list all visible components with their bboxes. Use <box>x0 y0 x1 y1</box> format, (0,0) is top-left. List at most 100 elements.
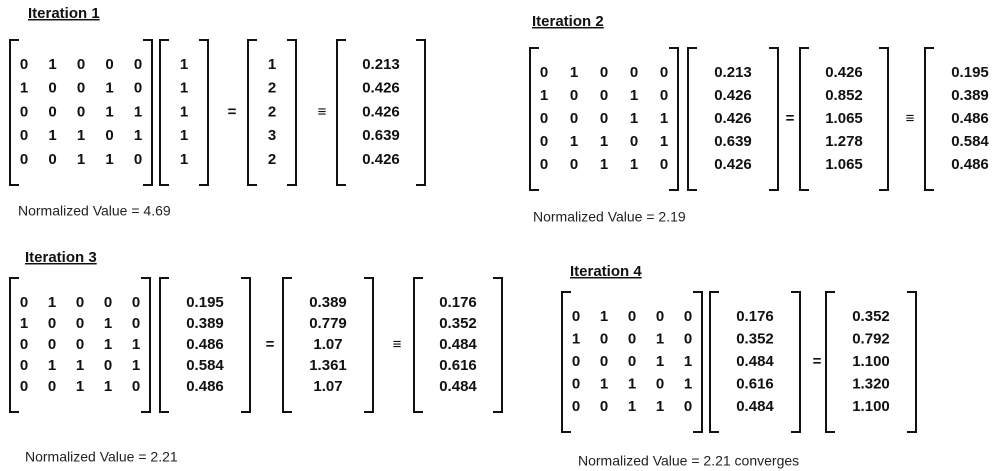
product-cell: 2 <box>268 103 276 120</box>
matrix-cell: 0 <box>540 133 548 150</box>
matrix-cell: 0 <box>684 330 692 347</box>
matrix-cell: 0 <box>48 378 56 395</box>
normalized-cell: 0.426 <box>362 80 400 97</box>
matrix-cell: 1 <box>20 80 28 97</box>
matrix-cell: 0 <box>630 64 638 81</box>
bracket <box>241 277 251 413</box>
bracket <box>364 277 374 413</box>
matrix-cell: 1 <box>660 133 668 150</box>
matrix-cell: 0 <box>48 103 56 120</box>
normalized-cell: 0.484 <box>439 378 477 395</box>
matrix-cell: 1 <box>570 64 578 81</box>
vector-cell: 0.426 <box>714 156 752 173</box>
product-cell: 1.07 <box>313 378 342 395</box>
matrix-cell: 1 <box>134 103 142 120</box>
matrix-cell: 1 <box>570 133 578 150</box>
matrix-cell: 0 <box>628 353 636 370</box>
bracket <box>825 291 835 433</box>
matrix-cell: 0 <box>540 110 548 127</box>
bracket <box>159 39 169 186</box>
bracket <box>907 291 917 433</box>
equals-sign: = <box>228 103 237 120</box>
bracket <box>687 47 697 191</box>
normalized-cell: 0.195 <box>951 64 989 81</box>
equiv-sign: ≡ <box>906 110 915 127</box>
matrix-cell: 0 <box>77 56 85 73</box>
normalized-cell: 0.426 <box>362 103 400 120</box>
matrix-cell: 0 <box>628 308 636 325</box>
bracket <box>141 277 151 413</box>
matrix-cell: 0 <box>20 357 28 374</box>
bracket <box>9 277 19 413</box>
matrix-cell: 1 <box>132 357 140 374</box>
matrix-cell: 1 <box>48 56 56 73</box>
vector-cell: 0.639 <box>714 133 752 150</box>
matrix-cell: 0 <box>660 87 668 104</box>
matrix-cell: 0 <box>656 308 664 325</box>
matrix-cell: 0 <box>572 398 580 415</box>
matrix-cell: 1 <box>104 378 112 395</box>
vector-cell: 1 <box>180 56 188 73</box>
matrix-cell: 0 <box>132 315 140 332</box>
normalized-cell: 0.486 <box>951 110 989 127</box>
normalized-cell: 0.213 <box>362 56 400 73</box>
matrix-cell: 1 <box>630 156 638 173</box>
iteration-title: Iteration 2 <box>532 13 604 30</box>
matrix-cell: 1 <box>104 336 112 353</box>
vector-cell: 1 <box>180 103 188 120</box>
product-cell: 1.361 <box>309 357 347 374</box>
matrix-cell: 0 <box>684 308 692 325</box>
vector-cell: 0.584 <box>186 357 224 374</box>
matrix-cell: 0 <box>600 398 608 415</box>
vector-cell: 1 <box>180 127 188 144</box>
matrix-cell: 1 <box>105 80 113 97</box>
matrix-cell: 0 <box>656 375 664 392</box>
matrix-cell: 1 <box>105 103 113 120</box>
matrix-cell: 1 <box>600 156 608 173</box>
matrix-cell: 0 <box>48 151 56 168</box>
matrix-cell: 0 <box>540 156 548 173</box>
matrix-cell: 1 <box>20 315 28 332</box>
matrix-cell: 0 <box>132 378 140 395</box>
matrix-cell: 1 <box>48 294 56 311</box>
product-cell: 2 <box>268 80 276 97</box>
matrix-cell: 0 <box>105 56 113 73</box>
matrix-cell: 0 <box>600 353 608 370</box>
normalized-cell: 0.486 <box>951 156 989 173</box>
matrix-cell: 0 <box>48 336 56 353</box>
product-cell: 1 <box>268 56 276 73</box>
bracket <box>709 291 719 433</box>
matrix-cell: 1 <box>684 353 692 370</box>
product-cell: 1.100 <box>852 398 890 415</box>
normalized-note: Normalized Value = 2.21 <box>25 449 178 465</box>
vector-cell: 0.486 <box>186 336 224 353</box>
vector-cell: 0.484 <box>736 353 774 370</box>
equals-sign: = <box>813 353 822 370</box>
bracket <box>879 47 889 191</box>
matrix-cell: 0 <box>600 64 608 81</box>
vector-cell: 0.426 <box>714 87 752 104</box>
matrix-cell: 1 <box>132 336 140 353</box>
matrix-cell: 0 <box>134 56 142 73</box>
matrix-cell: 0 <box>628 330 636 347</box>
normalized-cell: 0.584 <box>951 133 989 150</box>
bracket <box>769 47 779 191</box>
bracket <box>199 39 209 186</box>
bracket <box>9 39 19 186</box>
matrix-cell: 0 <box>660 156 668 173</box>
bracket <box>693 291 703 433</box>
bracket <box>247 39 257 186</box>
bracket <box>159 277 169 413</box>
normalized-cell: 0.352 <box>439 315 477 332</box>
matrix-cell: 0 <box>105 127 113 144</box>
product-cell: 1.065 <box>825 156 863 173</box>
matrix-cell: 1 <box>684 375 692 392</box>
vector-cell: 0.426 <box>714 110 752 127</box>
product-cell: 1.065 <box>825 110 863 127</box>
matrix-cell: 1 <box>628 375 636 392</box>
matrix-cell: 0 <box>570 87 578 104</box>
matrix-cell: 0 <box>572 308 580 325</box>
bracket <box>924 47 934 191</box>
matrix-cell: 1 <box>630 110 638 127</box>
